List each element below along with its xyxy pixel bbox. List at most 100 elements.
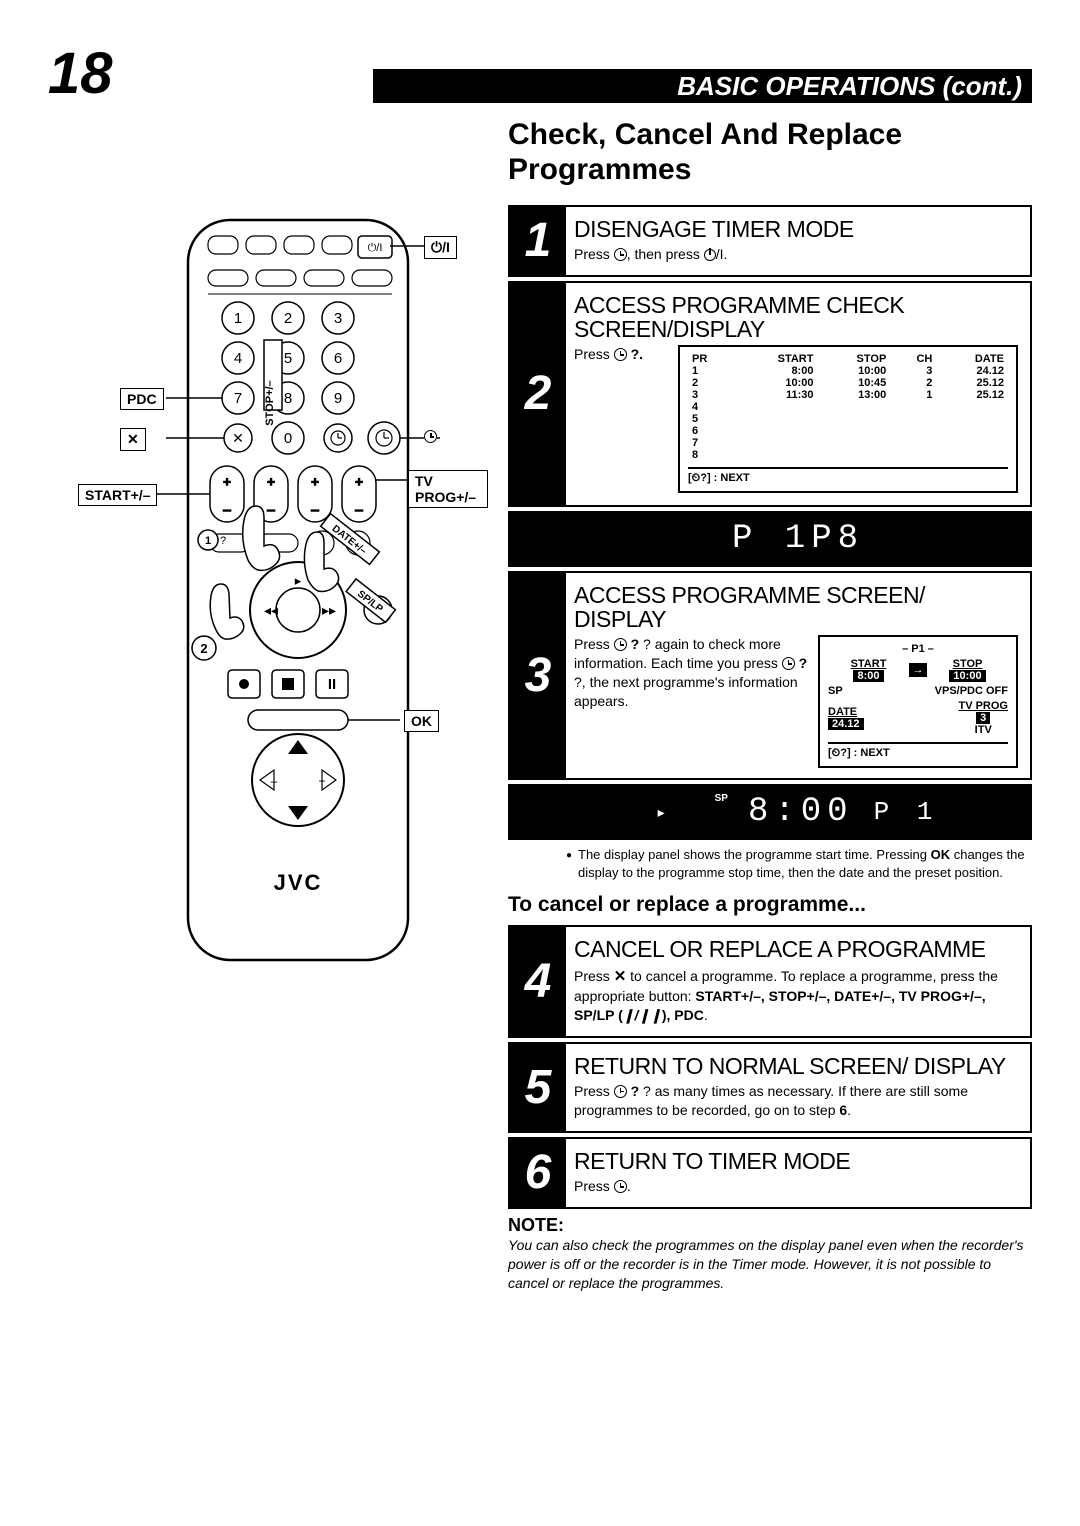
clock-icon xyxy=(614,638,627,651)
header-bar: BASIC OPERATIONS (cont.) xyxy=(373,69,1032,103)
osd-col-header: DATE xyxy=(936,353,1008,365)
step-6-num: 6 xyxy=(525,1145,552,1200)
clock-icon xyxy=(614,1180,627,1193)
lcd-display-1: P 1P8 xyxy=(508,511,1032,567)
step-3-title: ACCESS PROGRAMME SCREEN/ DISPLAY xyxy=(574,583,1018,631)
step-1-body: Press , then press /I. xyxy=(574,245,1018,265)
section-title: Check, Cancel And Replace Programmes xyxy=(508,118,1032,187)
remote-illustration: ⏻/I 1 2 3 4 5 6 7 8 9 0 ✕ xyxy=(48,210,488,990)
svg-text:+: + xyxy=(223,474,231,489)
table-row: 4 xyxy=(688,401,1008,413)
step-2-num: 2 xyxy=(525,366,552,421)
step-5-title: RETURN TO NORMAL SCREEN/ DISPLAY xyxy=(574,1054,1018,1078)
svg-text:?: ? xyxy=(220,535,226,547)
svg-text:⏻/I: ⏻/I xyxy=(368,242,383,254)
callout-tvprog: TV PROG+/– xyxy=(408,470,488,508)
play-icon: ▸ xyxy=(658,804,665,821)
clock-icon xyxy=(614,1085,627,1098)
bars-icon: ❙/❙❙ xyxy=(623,1006,662,1026)
callout-pdc: PDC xyxy=(120,388,164,410)
osd-col-header: PR xyxy=(688,353,733,365)
step-2-title: ACCESS PROGRAMME CHECK SCREEN/DISPLAY xyxy=(574,293,1018,341)
clock-icon xyxy=(614,248,627,261)
osd-programme-detail: – P1 – START 8:00 → STOP 10:00 SP xyxy=(818,635,1018,768)
osd-footer: [⏲?] : NEXT xyxy=(688,467,1008,485)
osd-col-header: START xyxy=(733,353,818,365)
callout-power: ⏻/I xyxy=(424,236,457,259)
svg-text:7: 7 xyxy=(234,390,242,407)
svg-text:–: – xyxy=(223,502,231,517)
step-5-body: Press ? ? as many times as necessary. If… xyxy=(574,1082,1018,1121)
clock-icon xyxy=(614,348,627,361)
step-4: 4 CANCEL OR REPLACE A PROGRAMME Press ✕ … xyxy=(508,925,1032,1037)
svg-text:+: + xyxy=(311,474,319,489)
table-row: 311:3013:00125.12 xyxy=(688,389,1008,401)
svg-text:2: 2 xyxy=(284,310,292,327)
osd-programme-list: PRSTARTSTOPCHDATE 18:0010:00324.12210:00… xyxy=(678,345,1018,493)
step-4-title: CANCEL OR REPLACE A PROGRAMME xyxy=(574,937,1018,961)
svg-text:–: – xyxy=(267,502,275,517)
svg-text:✕: ✕ xyxy=(232,430,244,446)
step-5: 5 RETURN TO NORMAL SCREEN/ DISPLAY Press… xyxy=(508,1042,1032,1133)
callout-clock-icon xyxy=(424,428,437,444)
note-heading: NOTE: xyxy=(508,1215,1032,1236)
sub-title: To cancel or replace a programme... xyxy=(508,893,1032,917)
svg-text:5: 5 xyxy=(284,350,292,367)
step-4-body: Press ✕ to cancel a programme. To replac… xyxy=(574,966,1018,1026)
osd-col-header: STOP xyxy=(817,353,890,365)
svg-text:+: + xyxy=(267,474,275,489)
lcd-display-2: ▸ SP 8:00 P 1 xyxy=(508,784,1032,840)
svg-text:1: 1 xyxy=(205,535,211,547)
note-body: You can also check the programmes on the… xyxy=(508,1236,1032,1293)
svg-text:II: II xyxy=(328,676,336,693)
svg-text:6: 6 xyxy=(334,350,342,367)
svg-text:0: 0 xyxy=(284,430,292,447)
arrow-icon: → xyxy=(909,663,927,677)
svg-text:JVC: JVC xyxy=(274,870,323,895)
svg-text:▸: ▸ xyxy=(295,573,302,588)
step-6-title: RETURN TO TIMER MODE xyxy=(574,1149,1018,1173)
power-icon xyxy=(704,249,716,261)
clock-icon xyxy=(424,430,437,443)
callout-start: START+/– xyxy=(78,484,157,506)
callout-ok: OK xyxy=(404,710,439,732)
table-row: 18:0010:00324.12 xyxy=(688,365,1008,377)
table-row: 210:0010:45225.12 xyxy=(688,377,1008,389)
svg-text:3: 3 xyxy=(334,310,342,327)
svg-text:STOP+/–: STOP+/– xyxy=(264,380,276,425)
clock-icon xyxy=(782,657,795,670)
step-1: 1 DISENGAGE TIMER MODE Press , then pres… xyxy=(508,205,1032,277)
osd-col-header: CH xyxy=(890,353,936,365)
svg-text:–: – xyxy=(271,774,278,788)
step-3: 3 ACCESS PROGRAMME SCREEN/ DISPLAY Press… xyxy=(508,571,1032,780)
svg-text:9: 9 xyxy=(334,390,342,407)
page-header: 18 BASIC OPERATIONS (cont.) xyxy=(48,55,1032,103)
step-3-num: 3 xyxy=(525,648,552,703)
step-5-num: 5 xyxy=(525,1060,552,1115)
content-column: Check, Cancel And Replace Programmes 1 D… xyxy=(508,118,1032,1292)
x-icon: ✕ xyxy=(614,968,627,985)
step-1-num: 1 xyxy=(525,213,552,268)
svg-text:1: 1 xyxy=(234,310,242,327)
svg-text:▸▸: ▸▸ xyxy=(322,602,336,618)
step-6: 6 RETURN TO TIMER MODE Press . xyxy=(508,1137,1032,1209)
svg-text:2: 2 xyxy=(200,641,207,656)
svg-text:8: 8 xyxy=(284,390,292,407)
step-3-body: Press ? ? again to check more informatio… xyxy=(574,635,808,768)
step-4-num: 4 xyxy=(525,954,552,1009)
page-number: 18 xyxy=(48,45,113,103)
table-row: 6 xyxy=(688,425,1008,437)
step-1-title: DISENGAGE TIMER MODE xyxy=(574,217,1018,241)
callout-x: ✕ xyxy=(120,428,146,451)
svg-text:4: 4 xyxy=(234,350,242,367)
osd-table: PRSTARTSTOPCHDATE 18:0010:00324.12210:00… xyxy=(688,353,1008,461)
step-2: 2 ACCESS PROGRAMME CHECK SCREEN/DISPLAY … xyxy=(508,281,1032,507)
svg-text:◂◂: ◂◂ xyxy=(264,602,278,618)
lcd1-text: P 1P8 xyxy=(732,520,864,558)
svg-text:+: + xyxy=(355,474,363,489)
display-note: The display panel shows the programme st… xyxy=(508,846,1032,881)
svg-text:–: – xyxy=(355,502,363,517)
table-row: 5 xyxy=(688,413,1008,425)
remote-svg: ⏻/I 1 2 3 4 5 6 7 8 9 0 ✕ xyxy=(48,210,488,990)
step-2-body: Press ?. xyxy=(574,345,664,493)
